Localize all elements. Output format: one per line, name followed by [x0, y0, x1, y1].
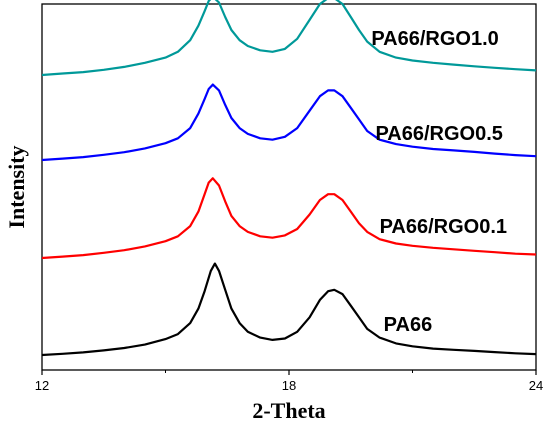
series-label: PA66/RGO0.5: [375, 123, 502, 145]
series-line-pa66-rgo0-5: [41, 83, 537, 162]
plot-frame: [41, 3, 537, 371]
series-line-pa66: [41, 262, 537, 357]
x-tick-label: 24: [529, 378, 543, 393]
series-label: PA66/RGO1.0: [371, 28, 498, 50]
plot-axes: 12 18 24: [35, 3, 543, 393]
labels-layer: PA66 PA66/RGO0.1 PA66/RGO0.5 PA66/RGO1.0: [371, 28, 507, 336]
series-label: PA66/RGO0.1: [380, 216, 507, 238]
x-axis-title: 2-Theta: [252, 398, 325, 423]
series-line-pa66-rgo1-0: [41, 0, 537, 77]
x-tick-label: 18: [282, 378, 296, 393]
series-line-pa66-rgo0-1: [41, 177, 537, 260]
series-layer: [41, 0, 537, 357]
x-tick-label: 12: [35, 378, 49, 393]
series-label: PA66: [384, 314, 433, 336]
y-axis-title: Intensity: [4, 145, 29, 228]
